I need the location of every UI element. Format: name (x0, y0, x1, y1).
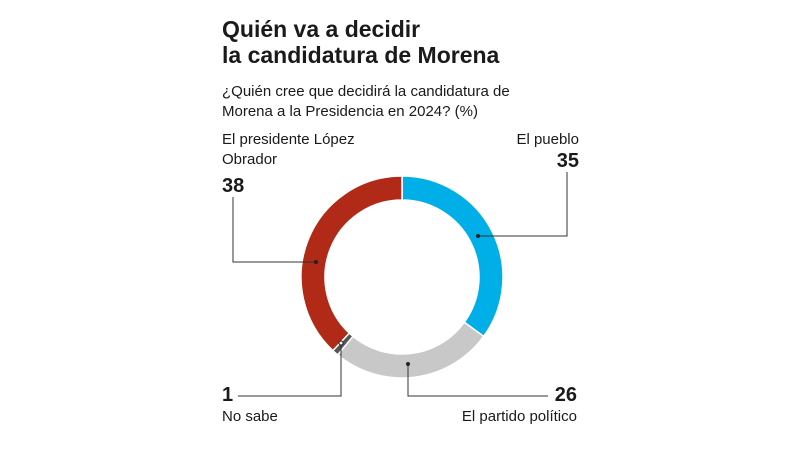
subtitle-line-2: Morena a la Presidencia en 2024? (%) (222, 103, 478, 120)
chart-title: Quién va a decidir la candidatura de Mor… (222, 16, 499, 68)
value-partido: 26 (554, 384, 577, 406)
leader-dots (314, 234, 480, 366)
leader-line-pueblo (478, 172, 568, 237)
label-amlo-line-2: Obrador (222, 151, 278, 168)
donut-slice-el-presidente-l-pez-obrador (300, 175, 403, 352)
value-nosabe: 1 (222, 384, 234, 406)
donut-slice-el-partido-pol-tico (336, 321, 485, 379)
subtitle-line-1: ¿Quién cree que decidirá la candidatura … (222, 83, 510, 100)
donut-slice-el-pueblo (401, 175, 504, 338)
leader-line-partido (407, 364, 548, 397)
title-line-2: la candidatura de Morena (222, 42, 500, 68)
label-pueblo: El pueblo (516, 131, 579, 148)
chart-subtitle: ¿Quién cree que decidirá la candidatura … (222, 82, 510, 122)
label-amlo-line-1: El presidente López (222, 131, 355, 148)
label-nosabe: No sabe (222, 408, 278, 425)
leader-dot-nosabe (338, 340, 344, 346)
label-amlo: El presidente López Obrador (222, 130, 355, 170)
leader-lines (232, 172, 568, 397)
leader-dot-partido (406, 362, 410, 366)
value-pueblo: 35 (556, 150, 579, 172)
label-partido: El partido político (461, 408, 577, 425)
title-line-1: Quién va a decidir (222, 16, 421, 42)
leader-dot-amlo (314, 260, 318, 264)
leader-line-nosabe (238, 343, 342, 397)
leader-dot-pueblo (476, 234, 480, 238)
value-amlo: 38 (222, 175, 245, 197)
leader-line-amlo (232, 197, 316, 263)
